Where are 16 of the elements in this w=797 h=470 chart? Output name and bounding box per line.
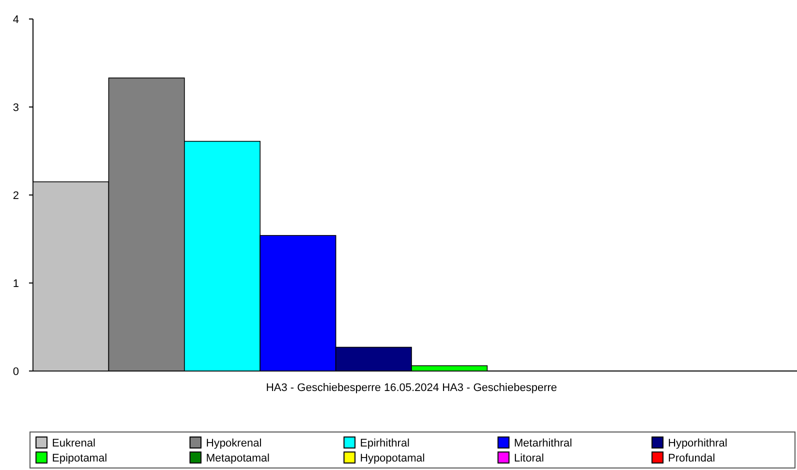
legend-label: Epipotamal (52, 452, 108, 464)
legend-label: Metarhithral (514, 438, 572, 450)
x-tick-label: HA3 - Geschiebesperre 16.05.2024 HA3 - Geschiebesperre (266, 382, 558, 394)
legend-label: Litoral (514, 452, 544, 464)
legend-label: Metapotamal (206, 452, 270, 464)
legend-label: Hyporhithral (668, 438, 728, 450)
legend-label: Profundal (668, 452, 716, 464)
y-tick-label: 0 (12, 366, 19, 378)
legend-label: Hypokrenal (206, 438, 262, 450)
legend-label: Hypopotamal (360, 452, 425, 464)
y-tick-label: 1 (12, 278, 19, 290)
y-tick-label: 3 (12, 102, 19, 114)
y-tick-label: 2 (12, 190, 19, 202)
y-tick-label: 4 (12, 14, 19, 26)
legend-label: Epirhithral (360, 438, 410, 450)
legend-label: Eukrenal (52, 438, 96, 450)
